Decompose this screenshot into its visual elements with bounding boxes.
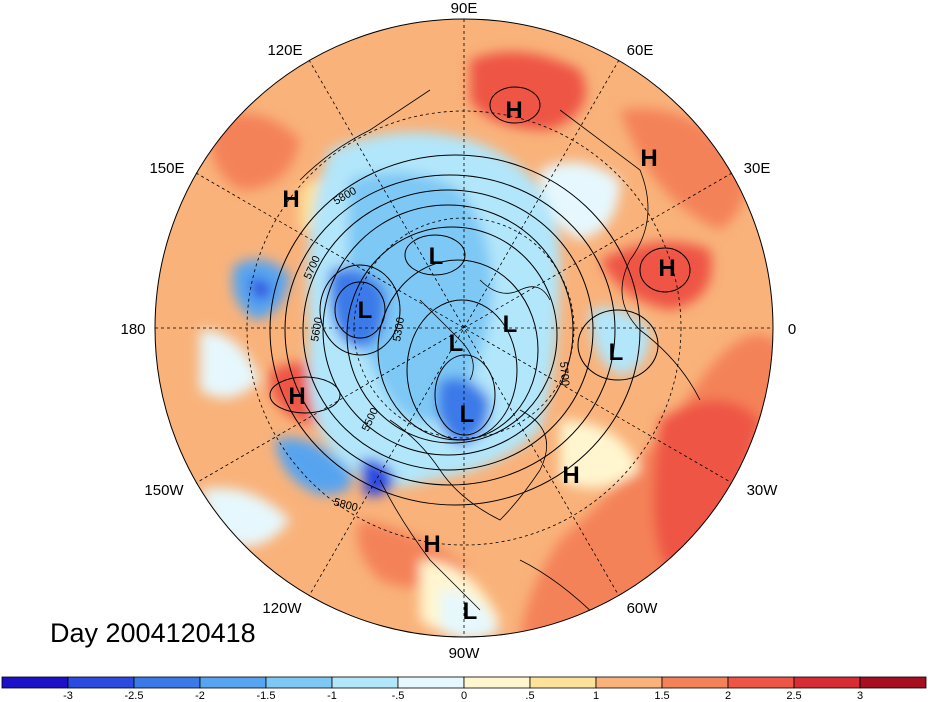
colorbar-swatch [265, 676, 333, 689]
colorbar-swatch [199, 676, 267, 689]
lon-label-120w: 120W [262, 600, 302, 617]
colorbar-tick-label: -3 [63, 690, 73, 702]
high-marker: H [562, 462, 579, 489]
colorbar-swatch [595, 676, 663, 689]
contour-label: 5300 [391, 316, 407, 342]
low-marker: L [429, 243, 444, 270]
low-marker: L [358, 297, 373, 324]
height-contours [269, 86, 691, 506]
colorbar-tick-label: 2.5 [786, 690, 801, 702]
colorbar-swatch [661, 676, 729, 689]
colorbar-tick-label: -1.5 [257, 690, 276, 702]
lon-label-30e: 30E [744, 160, 771, 177]
colorbar-tick-label: 3 [857, 690, 863, 702]
colorbar-tick-label: 2 [725, 690, 731, 702]
graticule [155, 19, 773, 637]
lon-label-180: 180 [120, 321, 145, 338]
low-marker: L [460, 401, 475, 428]
colorbar-tick-label: -.5 [392, 690, 405, 702]
high-marker: H [640, 145, 657, 172]
colorbar-tick-label: .5 [525, 690, 534, 702]
colorbar-swatch [463, 676, 531, 689]
low-marker: L [449, 330, 464, 357]
lon-label-150e: 150E [149, 160, 184, 177]
colorbar-tick-label: -1 [327, 690, 337, 702]
colorbar-swatch [727, 676, 795, 689]
longitude-labels: 90E 60E 30E 0 30W 60W 90W 120W 150W 180 … [120, 0, 796, 662]
lon-label-120e: 120E [267, 42, 302, 59]
contour-label: 5600 [309, 316, 325, 342]
high-marker: H [288, 383, 305, 410]
pressure-centers: H H H H H H H L L L L L L L [282, 97, 675, 625]
colorbar-tick-label: 1 [593, 690, 599, 702]
colorbar-swatch [529, 676, 597, 689]
colorbar-swatch [397, 676, 465, 689]
lon-label-60e: 60E [627, 42, 654, 59]
low-marker: L [503, 311, 518, 338]
colorbar-swatch [1, 676, 69, 689]
lon-label-0: 0 [788, 321, 796, 338]
lon-label-60w: 60W [627, 600, 659, 617]
lon-label-150w: 150W [144, 482, 184, 499]
lon-label-30w: 30W [747, 482, 779, 499]
colorbar-swatch [859, 676, 927, 689]
low-marker: L [609, 339, 624, 366]
colorbar-swatch [67, 676, 135, 689]
day-title: Day 2004120418 [50, 618, 256, 648]
anomaly-field [155, 19, 773, 637]
contour-label: 5700 [557, 361, 571, 386]
colorbar-swatch [331, 676, 399, 689]
low-marker: L [463, 598, 478, 625]
colorbar-tick-label: 1.5 [654, 690, 669, 702]
high-marker: H [423, 531, 440, 558]
colorbar-swatch [133, 676, 201, 689]
colorbar-tick-label: 0 [461, 690, 467, 702]
lon-label-90e: 90E [451, 0, 478, 17]
colorbar-tick-label: -2.5 [125, 690, 144, 702]
colorbar-tick-label: -2 [195, 690, 205, 702]
high-marker: H [282, 186, 299, 213]
high-marker: H [505, 97, 522, 124]
globe-outline [154, 18, 774, 638]
colorbar: -3 -2.5 -2 -1.5 -1 -.5 0 .5 1 1.5 2 2.5 3 [1, 676, 927, 702]
colorbar-swatch [793, 676, 861, 689]
lon-label-90w: 90W [449, 645, 481, 662]
high-marker: H [658, 255, 675, 282]
